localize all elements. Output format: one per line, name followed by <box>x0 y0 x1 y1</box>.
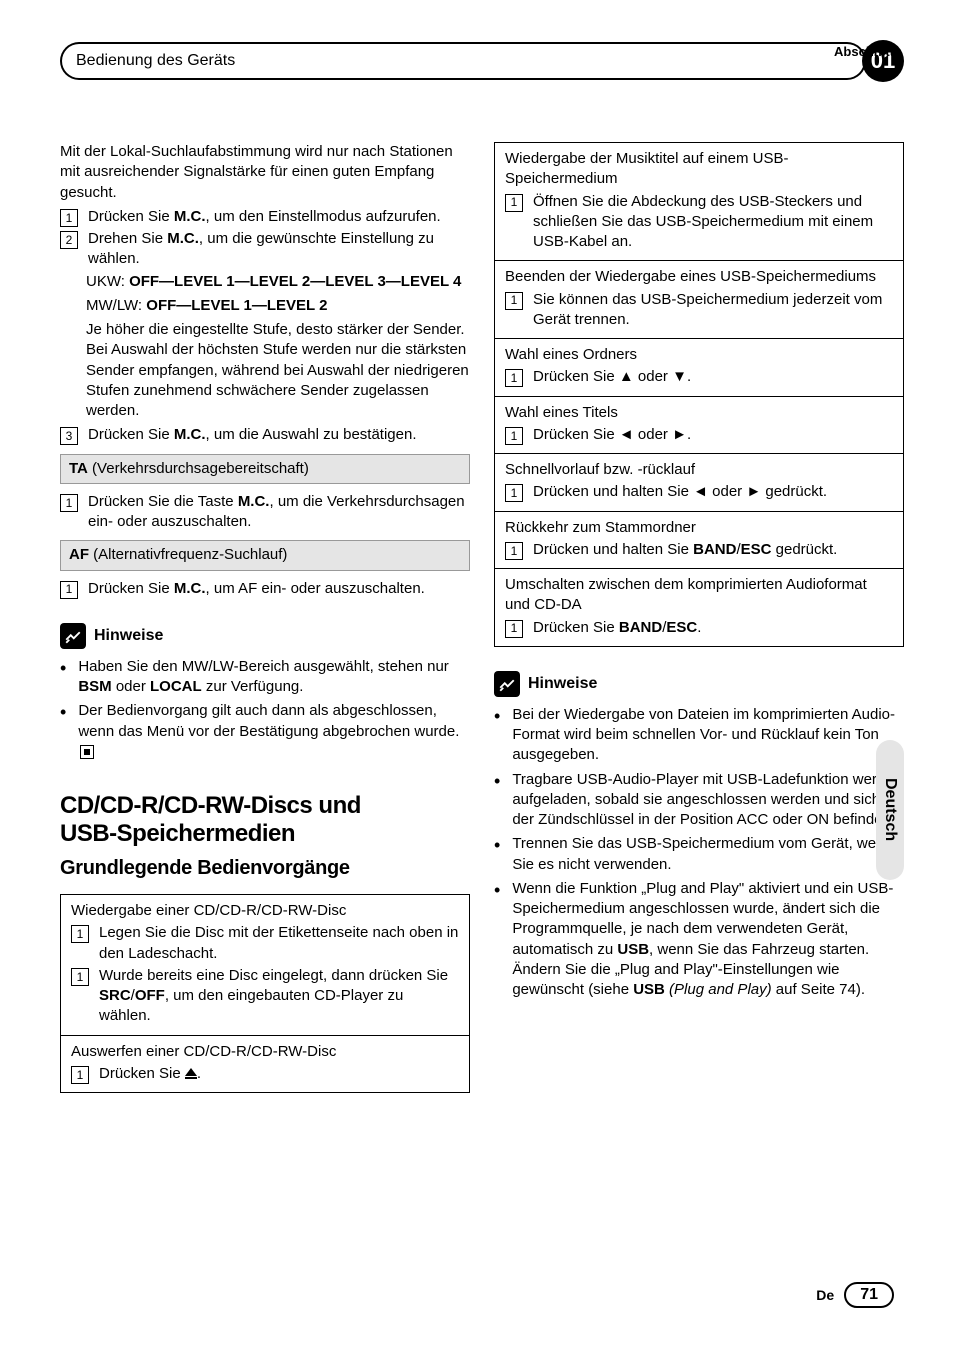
right-notes-list: Bei der Wiedergabe von Dateien im kompri… <box>494 705 904 1001</box>
cd-heading: CD/CD-R/CD-RW-Discs undUSB-Speichermedie… <box>60 792 470 847</box>
section-label: Abschnitt <box>834 44 894 59</box>
ta-step: 1 Drücken Sie die Taste M.C., um die Ver… <box>60 492 470 533</box>
page-footer: De 71 <box>816 1282 894 1308</box>
language-tab: Deutsch <box>876 740 904 880</box>
right-table: Wiedergabe der Musiktitel auf einem USB-… <box>494 142 904 647</box>
page-number: 71 <box>844 1282 894 1308</box>
eject-icon <box>185 1068 197 1079</box>
step-2: 2 Drehen Sie M.C., um die gewünschte Ein… <box>60 229 470 270</box>
hinweise-heading-right: Hinweise <box>494 671 904 697</box>
end-mark-icon <box>80 745 94 759</box>
intro-text: Mit der Lokal-Suchlaufabstimmung wird nu… <box>60 142 470 203</box>
af-step: 1 Drücken Sie M.C., um AF ein- oder ausz… <box>60 579 470 599</box>
hinweise-heading-left: Hinweise <box>60 623 470 649</box>
step-1: 1 Drücken Sie M.C., um den Einstellmodus… <box>60 207 470 227</box>
left-notes-list: Haben Sie den MW/LW-Bereich ausgewählt, … <box>60 657 470 762</box>
right-column: Wiedergabe der Musiktitel auf einem USB-… <box>494 142 904 1093</box>
footer-lang: De <box>816 1287 834 1303</box>
af-row: AF (Alternativfrequenz-Suchlauf) <box>60 540 470 570</box>
note-icon <box>60 623 86 649</box>
ta-row: TA (Verkehrsdurchsagebereitschaft) <box>60 454 470 484</box>
left-table: Wiedergabe einer CD/CD-R/CD-RW-Disc 1Leg… <box>60 894 470 1093</box>
left-column: Mit der Lokal-Suchlaufabstimmung wird nu… <box>60 142 470 1093</box>
subheading: Grundlegende Bedienvorgänge <box>60 855 470 882</box>
page-header: Bedienung des Geräts 01 <box>60 40 904 82</box>
step-3: 3 Drücken Sie M.C., um die Auswahl zu be… <box>60 425 470 445</box>
header-title: Bedienung des Geräts <box>76 52 235 70</box>
note-icon <box>494 671 520 697</box>
